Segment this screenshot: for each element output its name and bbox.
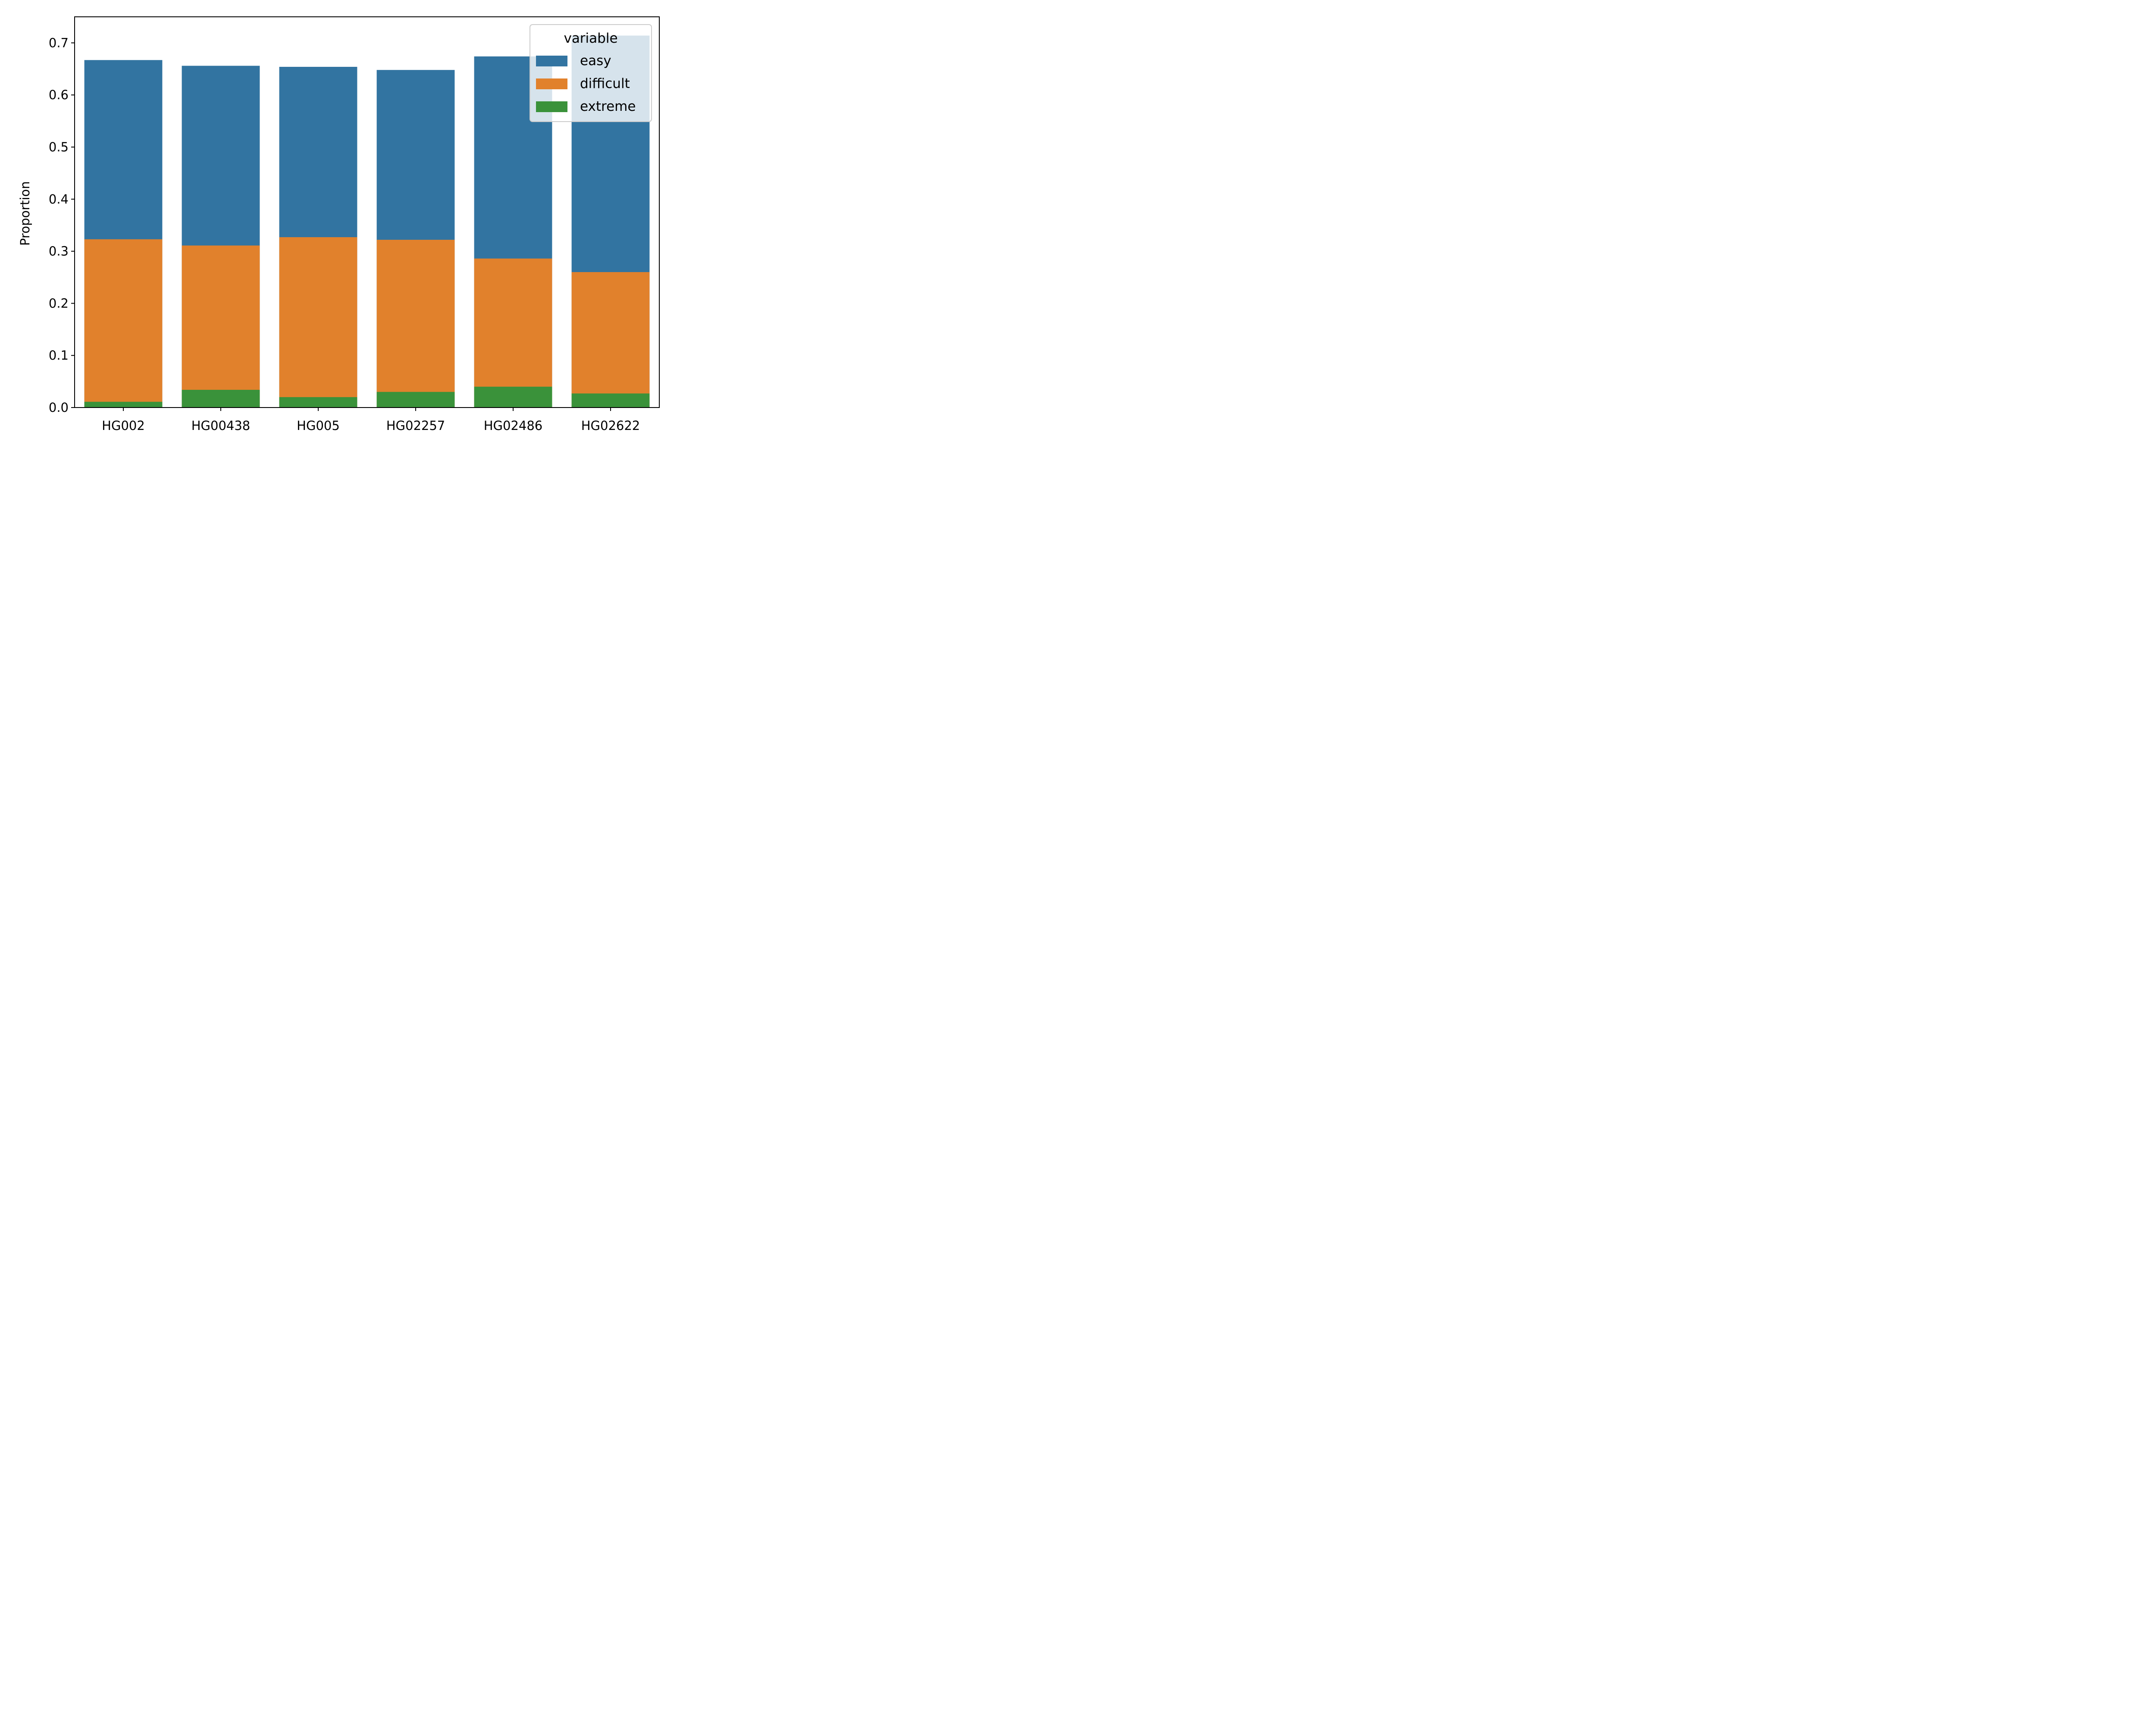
y-tick-label: 0.4	[49, 192, 69, 207]
y-axis: 0.0 0.1 0.2 0.3 0.4 0.5 0.6 0.7	[49, 35, 75, 415]
legend-box	[530, 24, 652, 122]
bar-difficult-hg02622	[571, 272, 650, 408]
y-tick-label: 0.1	[49, 348, 69, 363]
legend-swatch-extreme	[536, 101, 567, 112]
bar-difficult-hg002	[84, 239, 163, 408]
stacked-bar-chart: 0.00.10.20.30.40.50.60.7 HG002 HG00438 HG0…	[18, 16, 660, 433]
plot-frame	[74, 16, 660, 408]
x-tick-label: HG02486	[484, 418, 543, 433]
legend-label-easy: easy	[580, 53, 611, 69]
x-tick-label: HG02622	[581, 418, 640, 433]
bars-layer	[84, 35, 650, 408]
y-tick-label: 0.2	[49, 296, 69, 310]
legend-swatch-difficult	[536, 78, 567, 89]
bar-difficult-hg02486	[474, 258, 552, 408]
legend: variable easy difficult extreme	[530, 24, 652, 122]
bar-extreme-hg00438	[182, 389, 260, 408]
y-tick-label: 0.0	[49, 400, 69, 415]
legend-swatch-easy	[536, 56, 567, 66]
legend-label-extreme: extreme	[580, 99, 636, 114]
bar-extreme-hg02257	[376, 392, 455, 408]
y-tick-label: 0.6	[49, 88, 69, 102]
x-tick-label: HG00438	[191, 418, 251, 433]
legend-title: variable	[564, 31, 617, 46]
y-tick-label: 0.5	[49, 140, 69, 154]
bar-difficult-hg005	[279, 237, 357, 408]
y-tick-label: 0.7	[49, 35, 69, 50]
x-tick-label: HG002	[102, 418, 145, 433]
bar-extreme-hg02622	[571, 393, 650, 408]
bar-difficult-hg00438	[182, 245, 260, 408]
legend-label-difficult: difficult	[580, 76, 630, 91]
bar-extreme-hg005	[279, 397, 357, 408]
x-tick-label: HG005	[297, 418, 340, 433]
y-tick-label: 0.3	[49, 244, 69, 259]
bar-extreme-hg02486	[474, 386, 552, 408]
x-tick-label: HG02257	[386, 418, 445, 433]
x-axis: HG002 HG00438 HG005 HG02257 HG02486 HG02622	[102, 408, 640, 433]
bar-difficult-hg02257	[376, 240, 455, 408]
bar-extreme-hg002	[84, 401, 163, 408]
y-axis-label: Proportion	[18, 181, 32, 246]
